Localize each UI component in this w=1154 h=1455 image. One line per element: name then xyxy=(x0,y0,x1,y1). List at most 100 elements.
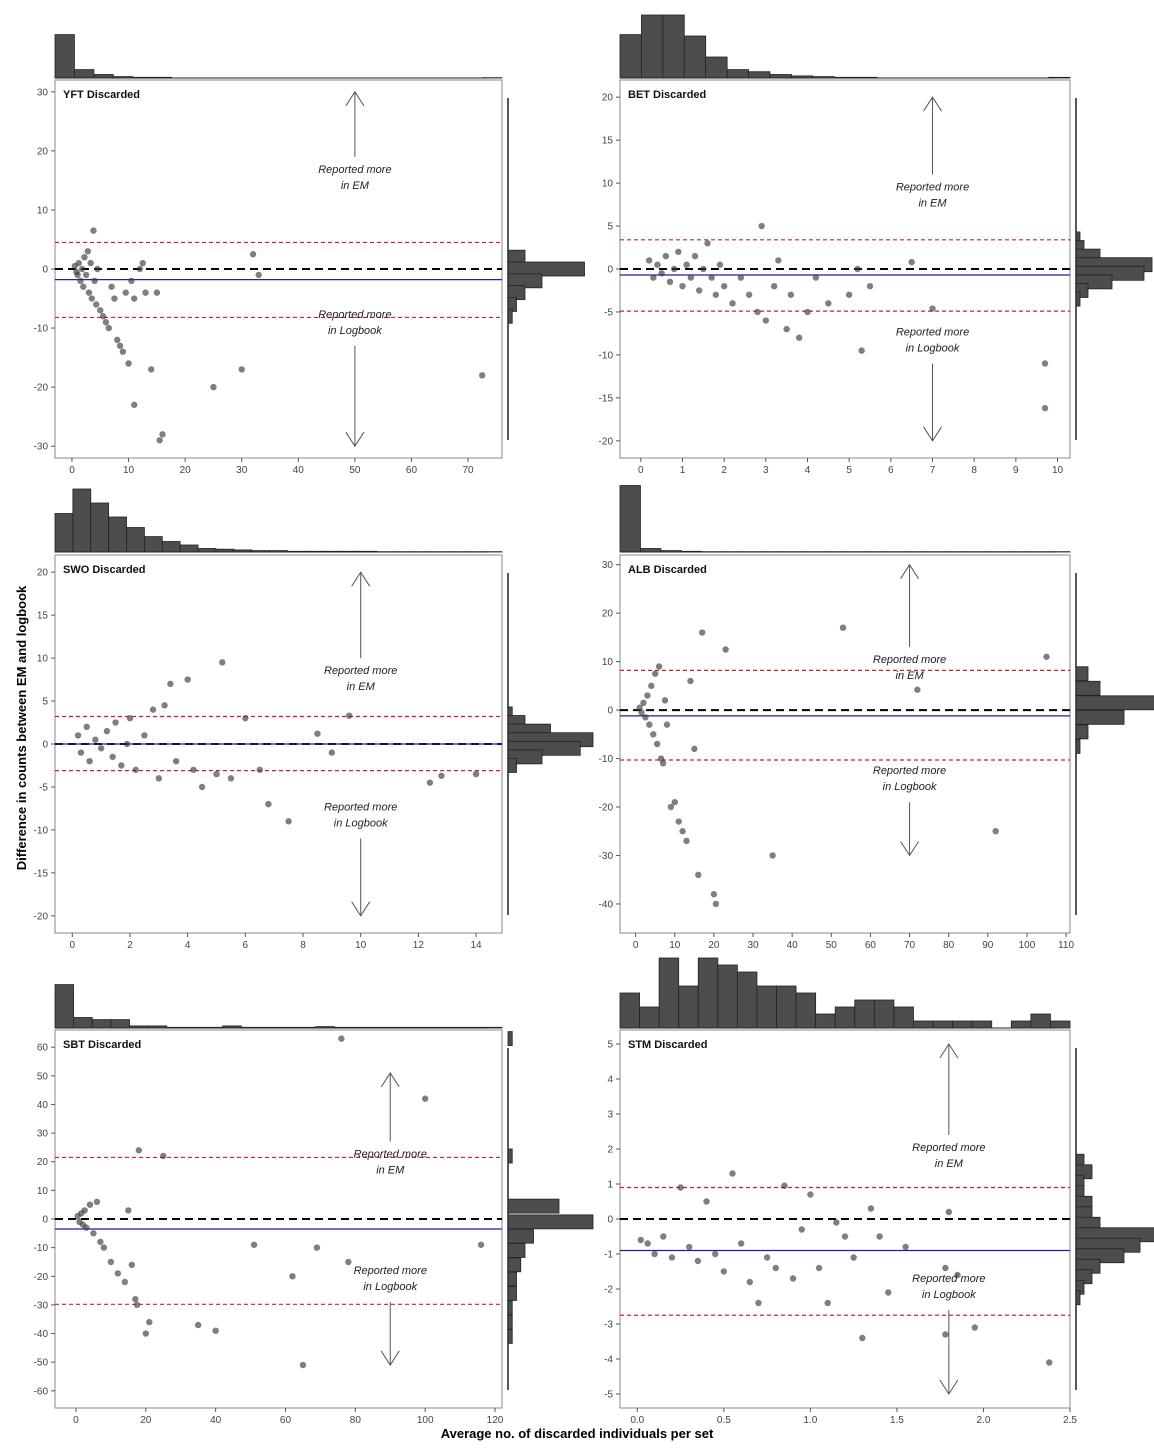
panel-swo-data-point xyxy=(161,702,167,708)
panel-stm-top-hist-bar xyxy=(933,1021,953,1028)
panel-sbt-right-hist-bar xyxy=(508,1286,517,1300)
panel-stm-data-point xyxy=(729,1170,735,1176)
panel-stm-data-point xyxy=(712,1251,718,1257)
panel-swo-data-point xyxy=(329,749,335,755)
panel-swo-top-hist-bar xyxy=(73,489,91,552)
global-y-axis-label: Difference in counts between EM and logb… xyxy=(14,585,29,870)
panel-bet-data-point xyxy=(650,274,656,280)
panel-sbt-annotation-more-logbook: in Logbook xyxy=(363,1281,417,1293)
panel-alb-top-hist-bar xyxy=(620,486,640,553)
panel-stm-data-point xyxy=(781,1183,787,1189)
panel-sbt-data-point xyxy=(338,1035,344,1041)
panel-swo-data-point xyxy=(242,715,248,721)
panel-sbt-y-tick-label: 30 xyxy=(37,1129,49,1140)
panel-stm-data-point xyxy=(816,1265,822,1271)
panel-bet-x-tick-label: 10 xyxy=(1052,465,1064,476)
panel-alb-right-hist-bar xyxy=(1076,739,1080,753)
panel-sbt-y-tick-label: 20 xyxy=(37,1157,49,1168)
panel-stm-top-hist-bar xyxy=(972,1021,992,1028)
panel-yft-data-point xyxy=(123,289,129,295)
panel-sbt-annotation-more-em: in EM xyxy=(376,1165,405,1177)
panel-alb-x-tick-label: 20 xyxy=(708,940,720,951)
panel-bet-y-tick-label: 15 xyxy=(602,136,614,147)
panel-bet-annotation-more-em: Reported more xyxy=(896,182,969,194)
panel-sbt-y-tick-label: -20 xyxy=(34,1272,49,1283)
panel-swo-data-point xyxy=(104,728,110,734)
panel-sbt-data-point xyxy=(478,1242,484,1248)
panel-sbt-data-point xyxy=(97,1239,103,1245)
panel-stm-data-point xyxy=(773,1265,779,1271)
panel-sbt-top-hist-bar xyxy=(92,1020,111,1028)
panel-alb-title: ALB Discarded xyxy=(628,564,707,576)
panel-sbt-data-point xyxy=(122,1279,128,1285)
panel-yft-data-point xyxy=(114,337,120,343)
panel-swo-top-hist-bar xyxy=(144,537,162,552)
panel-alb-x-tick-label: 40 xyxy=(787,940,799,951)
panel-bet-data-point xyxy=(858,347,864,353)
panel-stm-data-point xyxy=(942,1265,948,1271)
panel-stm-data-point xyxy=(669,1254,675,1260)
panel-alb-x-tick-label: 90 xyxy=(982,940,994,951)
panel-alb-x-tick-label: 70 xyxy=(904,940,916,951)
panel-alb-data-point xyxy=(683,838,689,844)
panel-alb-data-point xyxy=(654,741,660,747)
panel-bet-data-point xyxy=(675,249,681,255)
panel-alb-x-tick-label: 100 xyxy=(1019,940,1036,951)
panel-stm-top-hist-bar xyxy=(737,972,757,1028)
panel-yft-data-point xyxy=(250,251,256,257)
panel-bet-data-point xyxy=(908,259,914,265)
panel-swo-y-tick-label: 20 xyxy=(37,568,49,579)
panel-alb-data-point xyxy=(672,799,678,805)
panel-stm-data-point xyxy=(842,1233,848,1239)
panel-stm-y-tick-label: 5 xyxy=(607,1040,613,1051)
panel-alb-y-tick-label: 10 xyxy=(602,657,614,668)
panel-alb-data-point xyxy=(722,646,728,652)
panel-sbt-data-point xyxy=(125,1207,131,1213)
panel-swo-data-point xyxy=(199,784,205,790)
panel-sbt-data-point xyxy=(143,1330,149,1336)
panel-bet-x-tick-label: 5 xyxy=(846,465,852,476)
panel-yft-x-tick-label: 0 xyxy=(69,465,75,476)
panel-yft-x-tick-label: 20 xyxy=(180,465,192,476)
panel-alb-data-point xyxy=(664,721,670,727)
panel-sbt-x-tick-label: 0 xyxy=(73,1415,79,1426)
global-x-axis-label: Average no. of discarded individuals per… xyxy=(0,1426,1154,1441)
panel-yft-data-point xyxy=(74,272,80,278)
panel-yft-data-point xyxy=(79,266,85,272)
panel-stm-top-hist-bar xyxy=(620,993,640,1028)
panel-swo-y-tick-label: 5 xyxy=(42,697,48,708)
panel-bet-x-tick-label: 2 xyxy=(721,465,727,476)
panel-yft-data-point xyxy=(77,278,83,284)
panel-swo-annotation-more-logbook: Reported more xyxy=(324,802,397,814)
panel-bet-data-point xyxy=(729,300,735,306)
panel-yft-top-hist-bar xyxy=(94,75,113,79)
panel-stm-data-point xyxy=(721,1268,727,1274)
panel-sbt-data-point xyxy=(289,1273,295,1279)
panel-sbt-y-tick-label: 50 xyxy=(37,1071,49,1082)
panel-bet-data-point xyxy=(825,300,831,306)
panel-sbt-right-hist-bar xyxy=(508,1215,593,1229)
panel-alb-data-point xyxy=(687,678,693,684)
panel-yft-title: YFT Discarded xyxy=(63,89,140,101)
panel-swo-data-point xyxy=(219,659,225,665)
panel-stm-x-tick-label: 1.0 xyxy=(803,1415,817,1426)
panel-bet-data-point xyxy=(704,240,710,246)
panel-bet-data-point xyxy=(796,335,802,341)
panel-yft-x-tick-label: 10 xyxy=(123,465,135,476)
panel-sbt-right-hist-bar xyxy=(508,1244,525,1258)
panel-alb-y-tick-label: -10 xyxy=(599,754,614,765)
panel-stm-data-point xyxy=(660,1233,666,1239)
panel-bet-data-point xyxy=(929,305,935,311)
panel-sbt-title: SBT Discarded xyxy=(63,1039,141,1051)
panel-sbt-data-point xyxy=(101,1244,107,1250)
panel-yft-data-point xyxy=(137,266,143,272)
panel-alb-data-point xyxy=(642,714,648,720)
panel-sbt-x-tick-label: 100 xyxy=(417,1415,434,1426)
panel-stm-x-tick-label: 2.5 xyxy=(1063,1415,1077,1426)
panel-yft-y-tick-label: -30 xyxy=(34,442,49,453)
panel-stm-top-hist-bar xyxy=(894,1007,914,1028)
panel-stm-data-point xyxy=(946,1209,952,1215)
panel-swo-y-tick-label: -20 xyxy=(34,911,49,922)
panel-bet-y-tick-label: 10 xyxy=(602,179,614,190)
panel-alb-x-tick-label: 50 xyxy=(826,940,838,951)
